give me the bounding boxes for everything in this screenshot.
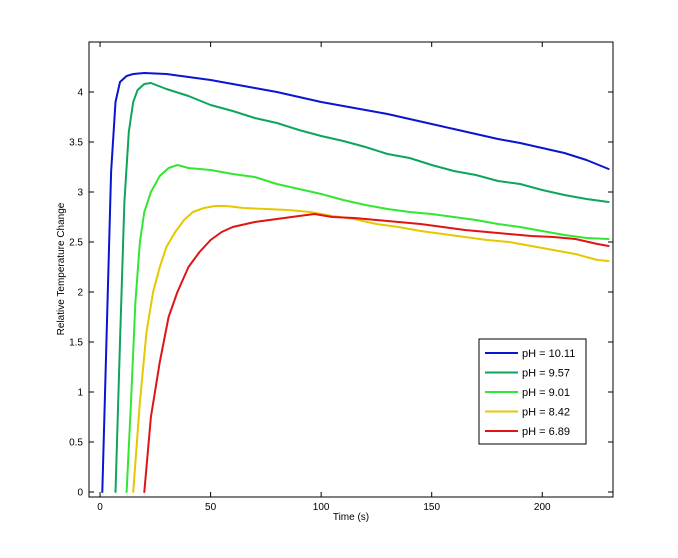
y-tick-label: 0.5 <box>69 438 83 449</box>
series-line-3 <box>125 164 610 493</box>
x-tick-label: 150 <box>423 502 440 513</box>
legend: pH = 10.11 pH = 9.57 pH = 9.01 pH = 8.42 pH … <box>478 338 587 445</box>
legend-label-1: pH = 10.11 <box>522 348 575 360</box>
x-tick-label: 200 <box>534 502 551 513</box>
y-tick-label: 2.5 <box>69 238 83 249</box>
y-tick-label: 0 <box>77 488 83 499</box>
legend-label-4: pH = 8.42 <box>522 407 570 419</box>
x-tick-label: 50 <box>205 502 217 513</box>
y-tick-label: 1 <box>77 388 83 399</box>
legend-label-5: pH = 6.89 <box>522 426 570 438</box>
y-tick-label: 1.5 <box>69 338 83 349</box>
axis-ticks <box>89 42 613 497</box>
legend-label-2: pH = 9.57 <box>522 368 570 380</box>
legend-items: pH = 10.11 pH = 9.57 pH = 9.01 pH = 8.42 pH … <box>485 348 575 438</box>
y-tick-label: 3 <box>77 188 83 199</box>
x-tick-label: 100 <box>313 502 330 513</box>
series-line-4 <box>132 205 610 493</box>
legend-label-3: pH = 9.01 <box>522 387 570 399</box>
series-line-5 <box>143 213 610 493</box>
series-line-2 <box>114 82 610 493</box>
y-tick-label: 2 <box>77 288 83 299</box>
y-tick-label: 3.5 <box>69 138 83 149</box>
x-tick-label: 0 <box>97 502 103 513</box>
y-axis-label: Relative Temperature Change <box>56 202 67 335</box>
y-tick-label: 4 <box>77 88 83 99</box>
x-axis-label: Time (s) <box>333 512 369 523</box>
series-lines <box>101 72 610 493</box>
axis-tick-labels: 0 50 100 150 200 0 0.5 1 1.5 2 2.5 3 3.5 4 <box>69 88 551 514</box>
series-line-1 <box>101 72 610 493</box>
